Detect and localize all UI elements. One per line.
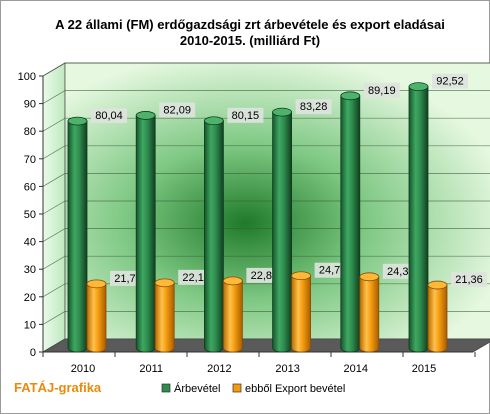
- bar-body: [204, 120, 224, 353]
- data-label: 80,04: [95, 110, 123, 122]
- bar-body: [154, 282, 175, 353]
- bar-export: [222, 276, 243, 353]
- bar-top: [154, 278, 175, 288]
- gridline: [42, 90, 490, 104]
- bar-top: [340, 91, 361, 101]
- legend-swatch-export: [232, 383, 242, 393]
- bar-export: [359, 272, 380, 353]
- bar-body: [340, 95, 361, 353]
- y-tick-label: 50: [24, 209, 36, 221]
- bar-top: [291, 271, 312, 281]
- legend-label-revenue: Árbevétel: [174, 382, 220, 395]
- data-label-bg: [295, 99, 332, 115]
- bar-top: [408, 82, 429, 92]
- y-tick-label: 0: [30, 347, 36, 359]
- bar-body: [135, 115, 156, 353]
- bar-top: [203, 116, 224, 126]
- data-label: 24,35: [387, 266, 415, 278]
- bar-export: [154, 278, 175, 353]
- bar-body: [86, 283, 107, 353]
- y-tick-label: 10: [24, 319, 36, 331]
- data-label: 24,74: [319, 265, 347, 277]
- y-tick-label: 80: [24, 126, 36, 138]
- y-tick-label: 60: [24, 181, 36, 193]
- bar-revenue: [203, 116, 224, 353]
- x-tick-label: 2010: [71, 363, 95, 375]
- data-label-bg: [91, 108, 127, 124]
- bar-revenue: [67, 116, 88, 353]
- data-label-bg: [432, 73, 468, 89]
- y-tick-label: 70: [24, 154, 36, 166]
- data-label-bg: [451, 272, 487, 288]
- bar-revenue: [408, 82, 429, 353]
- gridline: [42, 62, 490, 77]
- legend-swatch-revenue: [161, 383, 171, 393]
- data-label: 21,79: [114, 273, 142, 285]
- data-label-bg: [159, 102, 196, 118]
- bar-top: [86, 279, 107, 289]
- bar-top: [222, 276, 243, 286]
- bar-top: [67, 116, 88, 126]
- data-label: 89,19: [368, 85, 396, 97]
- bar-body: [427, 284, 448, 353]
- x-tick-label: 2011: [139, 363, 163, 375]
- chart-subtitle: 2010-2015. (milliárd Ft): [179, 33, 321, 48]
- bar-body: [291, 275, 311, 353]
- bar-export: [427, 280, 448, 353]
- data-label: 21,36: [455, 274, 483, 286]
- y-tick-label: 100: [18, 71, 36, 83]
- bar-body: [359, 276, 380, 353]
- data-label-bg: [227, 107, 264, 123]
- bar-body: [408, 86, 429, 353]
- bar-top: [359, 272, 380, 282]
- legend-label-export: ebből Export bevétel: [245, 383, 345, 395]
- bar-body: [272, 111, 292, 353]
- bar-revenue: [135, 111, 156, 353]
- bar-export: [86, 279, 107, 353]
- chart-title: A 22 állami (FM) erdőgazdsági zrt árbevé…: [55, 17, 445, 32]
- data-label: 80,15: [232, 110, 260, 122]
- bar-top: [427, 280, 448, 290]
- data-label: 22,86: [251, 270, 279, 282]
- y-tick-label: 90: [24, 99, 36, 111]
- brand-label: FATÁJ-grafika: [14, 380, 102, 395]
- x-tick-label: 2012: [207, 363, 231, 375]
- bar-export: [291, 271, 312, 353]
- x-tick-label: 2013: [275, 363, 299, 375]
- data-label: 82,09: [163, 104, 191, 116]
- bar-body: [223, 280, 243, 353]
- y-tick-label: 30: [24, 264, 36, 276]
- data-label: 92,52: [436, 76, 464, 88]
- y-tick-label: 40: [24, 237, 36, 249]
- bar-revenue: [272, 107, 293, 353]
- bar-top: [272, 107, 293, 117]
- x-tick-label: 2014: [344, 363, 368, 375]
- bar-body: [67, 120, 88, 353]
- bar-revenue: [340, 91, 361, 353]
- x-tick-label: 2015: [412, 363, 436, 375]
- bar-top: [135, 111, 156, 120]
- data-label: 83,28: [300, 101, 328, 113]
- data-label-bg: [363, 82, 400, 98]
- y-tick-label: 20: [24, 292, 36, 304]
- data-label: 22,16: [182, 272, 210, 284]
